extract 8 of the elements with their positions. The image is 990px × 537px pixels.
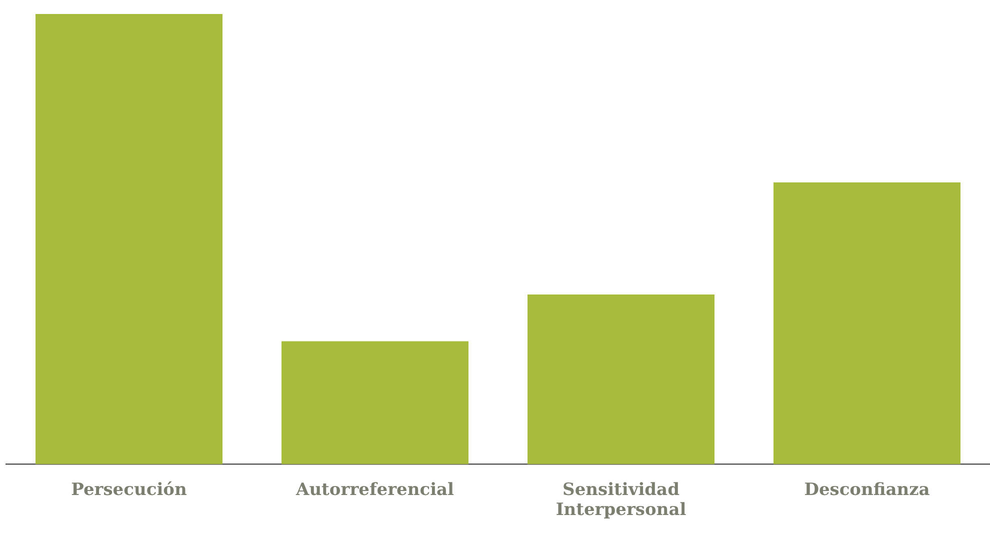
- bar: [36, 14, 222, 464]
- bar: [528, 294, 714, 464]
- x-tick-label: Persecución: [71, 480, 187, 500]
- x-tick-label: Autorreferencial: [294, 480, 455, 500]
- bar: [282, 341, 468, 464]
- bar: [774, 182, 960, 464]
- x-tick-label: Sensitividad Interpersonal: [556, 480, 687, 520]
- x-tick-label: Desconfianza: [804, 480, 930, 500]
